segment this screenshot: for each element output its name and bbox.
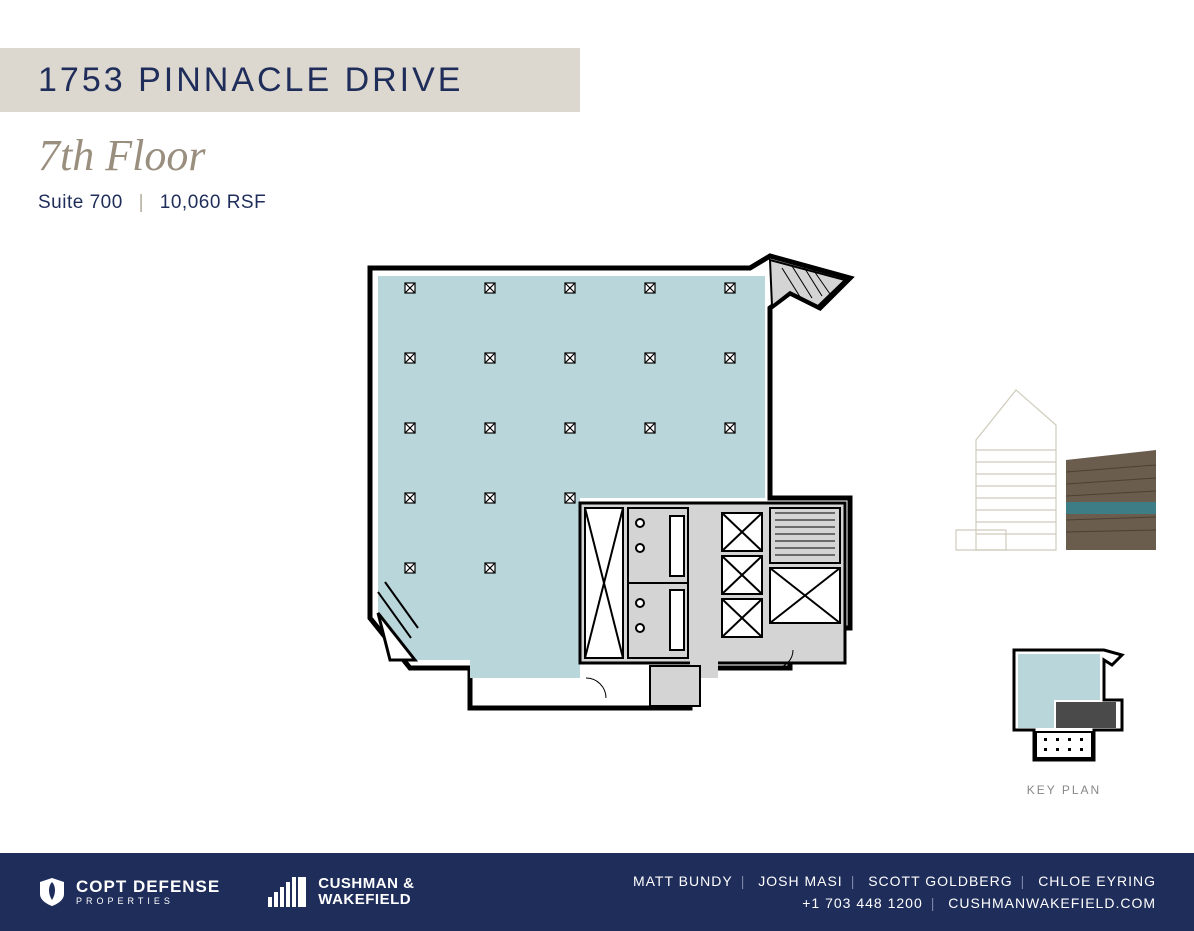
footer-bar: COPT DEFENSE PROPERTIES CUSHMAN & WAKEFI… xyxy=(0,853,1194,931)
contact-1: MATT BUNDY xyxy=(633,873,733,889)
suite-number: Suite 700 xyxy=(38,192,123,213)
cw-logo-line1: CUSHMAN & xyxy=(318,876,414,892)
divider-pipe: | xyxy=(139,192,144,213)
contact-3: SCOTT GOLDBERG xyxy=(868,873,1012,889)
copt-logo-main: COPT DEFENSE xyxy=(76,878,220,895)
floor-subtitle: 7th Floor xyxy=(38,130,205,181)
footer-contacts: MATT BUNDY| JOSH MASI| SCOTT GOLDBERG| C… xyxy=(633,870,1156,915)
suite-info: Suite 700 | 10,060 RSF xyxy=(38,192,266,214)
contact-phone: +1 703 448 1200 xyxy=(802,895,923,911)
footer-logos: COPT DEFENSE PROPERTIES CUSHMAN & WAKEFI… xyxy=(38,876,414,908)
address-title: 1753 PINNACLE DRIVE xyxy=(38,61,464,100)
contact-website: CUSHMANWAKEFIELD.COM xyxy=(948,895,1156,911)
copt-logo: COPT DEFENSE PROPERTIES xyxy=(38,876,220,908)
title-bar: 1753 PINNACLE DRIVE xyxy=(0,48,580,112)
contact-names: MATT BUNDY| JOSH MASI| SCOTT GOLDBERG| C… xyxy=(633,870,1156,892)
rsf-value: 10,060 RSF xyxy=(160,192,266,213)
copt-logo-sub: PROPERTIES xyxy=(76,897,220,906)
contact-line2: +1 703 448 1200| CUSHMANWAKEFIELD.COM xyxy=(633,892,1156,914)
contact-2: JOSH MASI xyxy=(758,873,842,889)
bars-icon xyxy=(268,877,308,907)
cw-logo-line2: WAKEFIELD xyxy=(318,892,414,908)
cw-logo: CUSHMAN & WAKEFIELD xyxy=(268,876,414,908)
floorplan-diagram xyxy=(350,248,870,718)
building-illustration xyxy=(946,380,1166,570)
contact-4: CHLOE EYRING xyxy=(1038,873,1156,889)
key-plan: KEY PLAN xyxy=(994,640,1134,810)
shield-icon xyxy=(38,876,66,908)
key-plan-label: KEY PLAN xyxy=(994,783,1134,797)
